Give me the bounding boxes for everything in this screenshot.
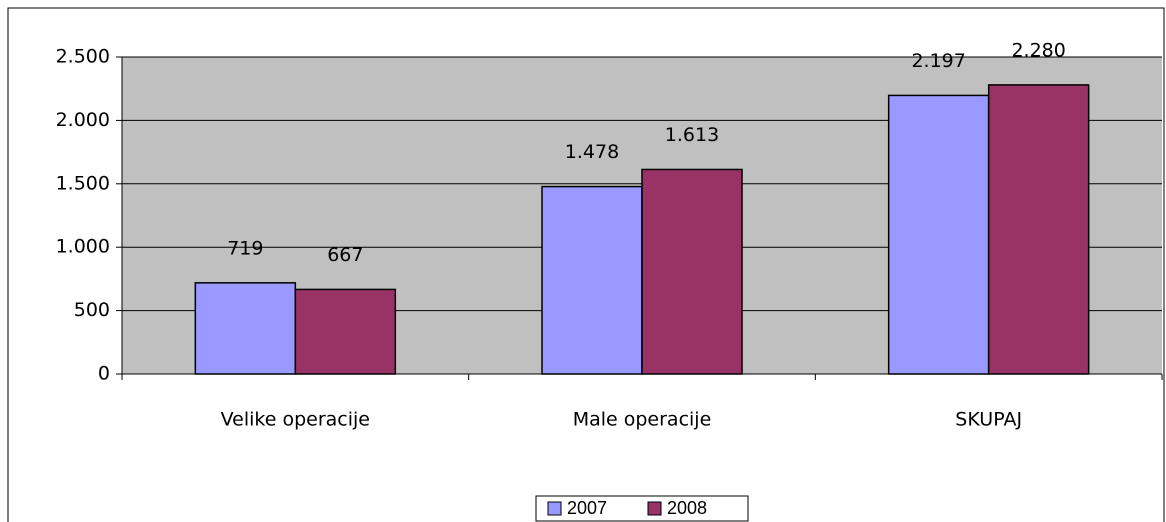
bar	[641, 168, 743, 375]
y-tick-label: 2.000	[56, 109, 110, 131]
x-tick-label: Male operacije	[573, 409, 712, 431]
value-label: 1.478	[565, 141, 619, 163]
y-tick-label: 2.500	[56, 46, 110, 68]
bar	[194, 282, 297, 375]
y-tick-label: 1.500	[56, 172, 110, 194]
x-tick-label: SKUPAJ	[955, 409, 1022, 431]
value-label: 2.280	[1011, 39, 1065, 61]
value-label: 1.613	[665, 124, 719, 146]
value-label: 719	[227, 237, 263, 259]
value-label: 667	[327, 244, 363, 266]
y-tick-label: 500	[74, 299, 110, 321]
legend-label: 2008	[667, 498, 707, 518]
legend-box	[535, 495, 749, 522]
legend-label: 2007	[567, 498, 607, 518]
legend-swatch	[547, 501, 562, 516]
bar	[987, 84, 1090, 375]
value-label: 2.197	[911, 50, 965, 72]
y-tick-label: 0	[98, 363, 110, 385]
bar	[294, 288, 397, 375]
bar	[887, 94, 990, 375]
x-tick-label: Velike operacije	[221, 409, 370, 431]
bar	[541, 185, 643, 375]
legend-swatch	[647, 501, 662, 516]
y-tick-label: 1.000	[56, 236, 110, 258]
